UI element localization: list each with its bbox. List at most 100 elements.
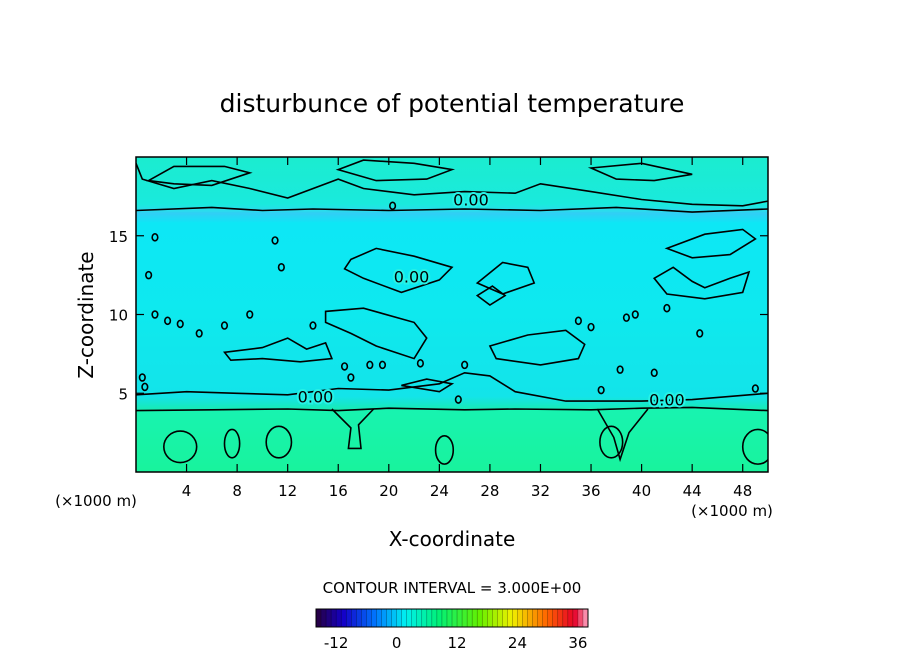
contour-line [145,270,153,280]
field-band [136,157,768,213]
colorbar-cell [326,609,332,627]
z-unit-label: (×1000 m) [55,492,137,510]
colorbar-tick-label: 0 [392,634,402,652]
colorbar-cell [381,609,387,627]
colorbar-cell [401,609,408,627]
contour-line [136,406,768,412]
colorbar-tick-label: 36 [568,634,587,652]
contour-line [136,206,768,213]
x-tick-label: 36 [581,482,600,500]
contour-line [195,329,203,338]
contour-line [650,368,658,378]
colorbar-cell [366,609,372,627]
colorbar-cell [552,609,559,627]
colorbar-cell [537,609,544,627]
colorbar-cell [497,609,503,627]
contour-line [389,201,397,211]
contour-line [599,425,624,459]
colorbar-cell [376,609,382,627]
chart-title: disturbunce of potential temperature [220,89,685,118]
colorbar-cell [582,609,589,627]
colorbar-cell [321,609,327,627]
colorbar-cell [577,609,584,627]
colorbar-cell [512,609,518,627]
x-tick-label: 28 [480,482,499,500]
colorbar-cell [527,609,533,627]
x-tick-label: 16 [329,482,348,500]
y-axis-label: Z-coordinate [74,251,98,378]
colorbar-cell [487,609,493,627]
colorbar-cell [386,609,392,627]
colorbar-cell [431,609,438,627]
x-unit-label: (×1000 m) [691,502,773,520]
colorbar-cell [507,609,513,627]
x-tick-label: 8 [232,482,242,500]
contour-line [378,360,387,370]
x-tick-label: 48 [733,482,752,500]
contour-line [343,247,454,294]
colorbar-tick-label: -12 [324,634,349,652]
contour-line [596,408,649,463]
contour-line [176,319,184,329]
contour-interval-label: CONTOUR INTERVAL = 3.000E+00 [323,579,582,597]
contour-line [136,163,768,207]
contour-line [146,165,253,187]
contour-line [461,360,469,370]
colorbar-cell [441,609,448,627]
x-tick-label: 12 [278,482,297,500]
colorbar-cell [562,609,569,627]
colorbar-cell [567,609,574,627]
colorbar-cell [557,609,564,627]
x-tick-label: 20 [379,482,398,500]
contour-label: 0.00 [649,391,685,410]
colorbar-cell [426,609,433,627]
contour-line [331,408,375,450]
contour-line [265,425,293,459]
field-band [136,409,768,472]
colorbar-cell [421,609,428,627]
contour-line [164,316,172,326]
colorbar-cell [547,609,554,627]
contour-line [434,434,455,465]
contour-line [597,385,605,395]
contour-label: 0.00 [298,387,334,406]
colorbar-cell [462,609,468,627]
colorbar-cell [452,609,458,627]
colorbar-cell [532,609,539,627]
contour-line [587,322,595,332]
x-tick-label: 32 [531,482,550,500]
contour-line [454,395,462,404]
colorbar-cell [572,609,579,627]
contour-line [663,303,671,313]
contour-line [340,362,349,371]
contour-line [574,316,582,326]
colorbar-cell [482,609,488,627]
contour-line [696,329,704,338]
colorbar-cell [356,609,362,627]
colorbar-cell [331,609,337,627]
contour-line [587,162,693,182]
contour-line [475,261,536,295]
contour-line [616,365,624,374]
contour-line [163,430,198,464]
colorbar-cell [472,609,478,627]
colorbar-cell [361,609,367,627]
colorbar-cell [492,609,498,627]
colorbar-cell [336,609,342,627]
colorbar-cell [542,609,549,627]
contour-line [622,313,631,322]
colorbar-cell [502,609,508,627]
contour-line [751,384,759,393]
contour-line [136,371,768,402]
contour-line [223,428,241,459]
contour-line [366,360,374,370]
contour-line [277,262,285,272]
contour-line [631,310,639,319]
colorbar-cell [351,609,357,627]
colorbar-cell [371,609,377,627]
contour-line [416,359,424,368]
contour-line [488,329,586,366]
contour-line [138,373,146,382]
y-tick-label: 5 [118,385,128,403]
